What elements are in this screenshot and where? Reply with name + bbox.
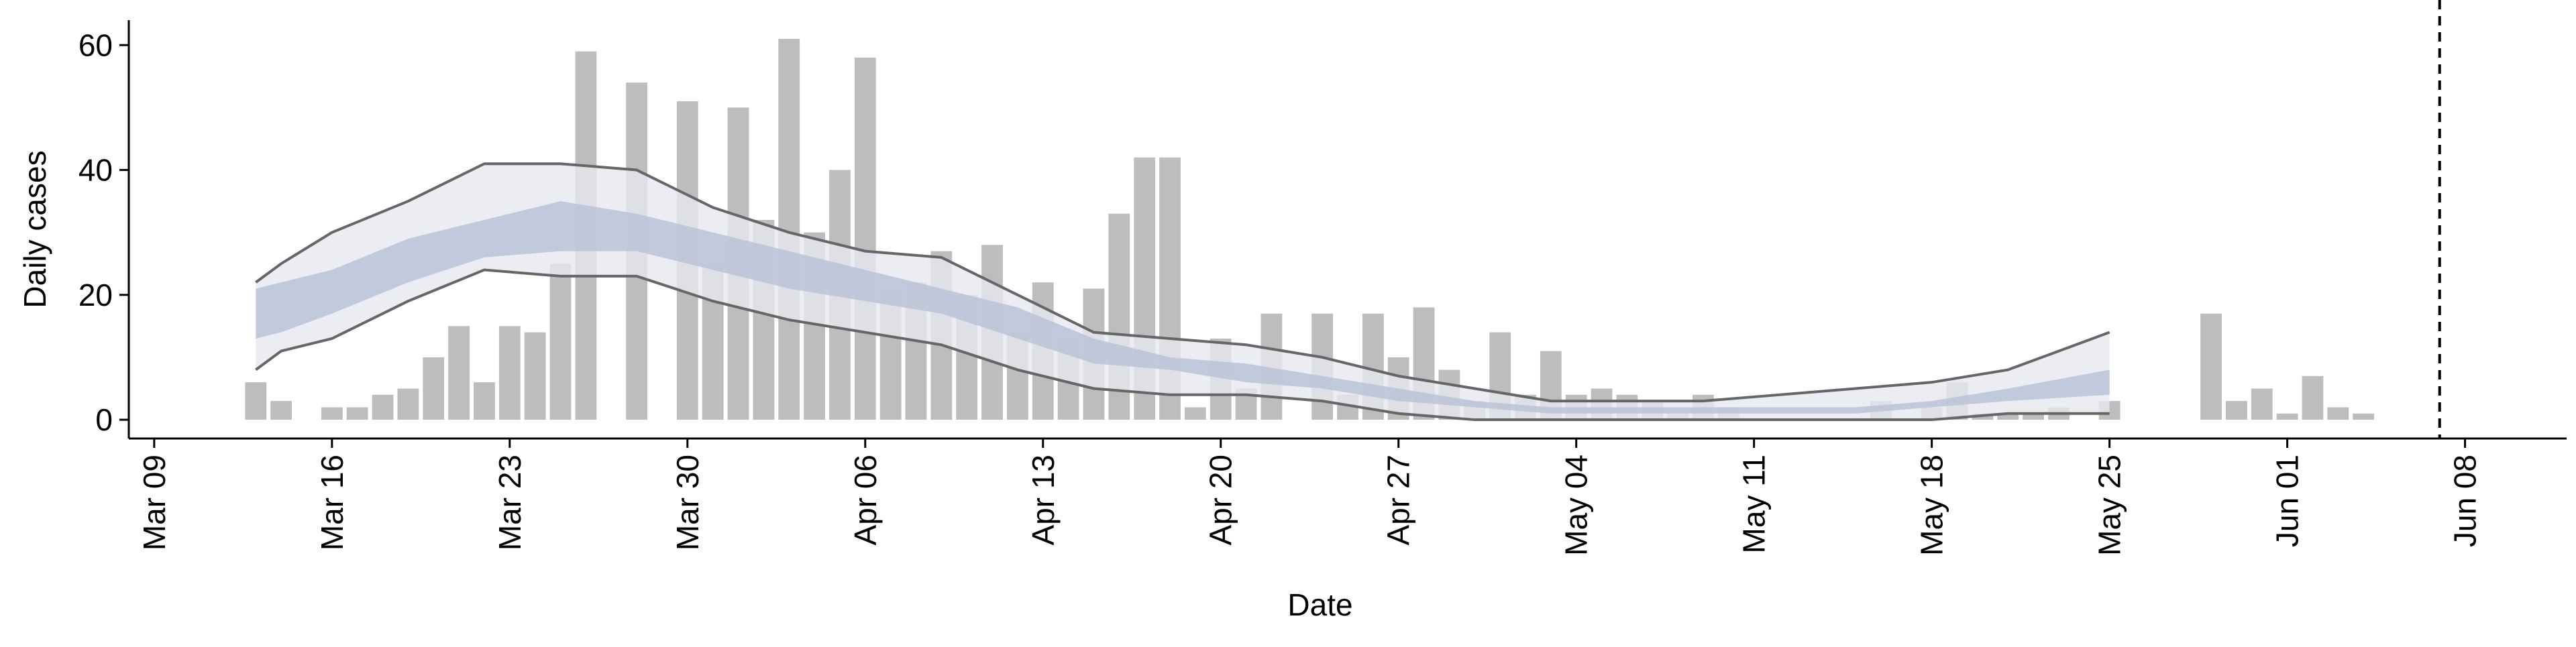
bar — [372, 394, 394, 420]
interval-line — [255, 268, 2110, 422]
bar — [474, 382, 495, 420]
outer-band — [256, 164, 2110, 420]
bar — [549, 263, 572, 420]
bar — [1184, 407, 1206, 420]
bar — [2276, 413, 2298, 420]
x-tick-label: Mar 23 — [492, 455, 527, 550]
bar — [2327, 407, 2349, 420]
bar — [270, 401, 292, 420]
x-tick-label: May 25 — [2092, 455, 2127, 556]
x-tick-label: Apr 13 — [1026, 455, 1061, 546]
x-tick-label: Mar 30 — [670, 455, 705, 550]
x-axis-label: Date — [1287, 587, 1352, 622]
bar — [321, 407, 343, 420]
y-tick-label: 0 — [95, 402, 113, 437]
x-tick-label: May 18 — [1915, 455, 1949, 556]
bar — [854, 57, 876, 420]
x-tick-label: May 11 — [1737, 455, 1772, 553]
inner-band — [256, 201, 2110, 414]
x-tick-label: Apr 20 — [1203, 455, 1238, 546]
bar — [2251, 388, 2273, 420]
y-tick-label: 20 — [78, 278, 113, 312]
x-tick-label: Jun 08 — [2448, 455, 2483, 547]
bar — [2023, 413, 2044, 420]
y-axis-label: Daily cases — [17, 150, 52, 308]
x-tick-label: Apr 27 — [1381, 455, 1416, 546]
bar — [346, 407, 368, 420]
bar — [1997, 413, 2019, 420]
y-tick-label: 60 — [78, 27, 113, 62]
bar — [2225, 401, 2247, 420]
bar — [423, 357, 445, 420]
y-tick-label: 40 — [78, 153, 113, 188]
bar — [2353, 413, 2375, 420]
bar — [524, 332, 546, 420]
x-tick-label: Jun 01 — [2270, 455, 2305, 547]
bar — [397, 388, 419, 420]
x-tick-label: May 04 — [1559, 455, 1594, 556]
bar — [245, 382, 267, 420]
x-tick-label: Mar 16 — [315, 455, 350, 550]
bar — [448, 326, 470, 420]
interval-line — [255, 162, 2110, 403]
bar — [2302, 375, 2324, 420]
bar — [498, 326, 521, 420]
bar — [2200, 313, 2222, 420]
x-tick-label: Apr 06 — [848, 455, 883, 546]
x-tick-label: Mar 09 — [137, 455, 172, 550]
